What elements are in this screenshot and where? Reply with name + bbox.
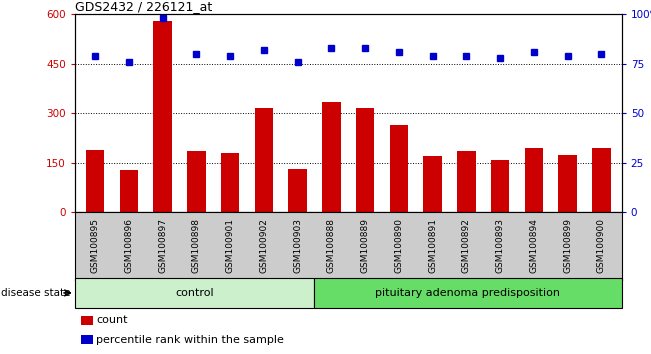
Bar xyxy=(255,108,273,212)
Text: GDS2432 / 226121_at: GDS2432 / 226121_at xyxy=(75,0,212,13)
Text: GSM100902: GSM100902 xyxy=(259,218,268,273)
Text: GSM100890: GSM100890 xyxy=(395,218,404,273)
Text: count: count xyxy=(96,315,128,325)
Bar xyxy=(154,21,172,212)
Text: GSM100900: GSM100900 xyxy=(597,218,606,273)
Bar xyxy=(390,125,408,212)
Text: GSM100891: GSM100891 xyxy=(428,218,437,273)
Bar xyxy=(314,278,622,308)
Text: GSM100895: GSM100895 xyxy=(90,218,100,273)
Bar xyxy=(423,156,442,212)
Bar xyxy=(221,153,240,212)
Text: GSM100898: GSM100898 xyxy=(192,218,201,273)
Text: GSM100901: GSM100901 xyxy=(226,218,234,273)
Bar xyxy=(356,108,374,212)
Bar xyxy=(187,151,206,212)
Bar xyxy=(288,170,307,212)
Bar xyxy=(592,148,611,212)
Text: GSM100892: GSM100892 xyxy=(462,218,471,273)
Text: control: control xyxy=(175,288,214,298)
Text: pituitary adenoma predisposition: pituitary adenoma predisposition xyxy=(376,288,561,298)
Text: GSM100896: GSM100896 xyxy=(124,218,133,273)
Bar xyxy=(75,278,314,308)
Text: GSM100903: GSM100903 xyxy=(293,218,302,273)
Text: GSM100899: GSM100899 xyxy=(563,218,572,273)
Bar xyxy=(120,170,138,212)
Text: GSM100888: GSM100888 xyxy=(327,218,336,273)
Bar xyxy=(525,148,543,212)
Text: GSM100897: GSM100897 xyxy=(158,218,167,273)
Bar xyxy=(559,155,577,212)
Text: GSM100893: GSM100893 xyxy=(495,218,505,273)
Bar xyxy=(86,150,104,212)
Text: GSM100889: GSM100889 xyxy=(361,218,370,273)
Text: GSM100894: GSM100894 xyxy=(529,218,538,273)
Bar xyxy=(491,160,510,212)
Bar xyxy=(322,102,340,212)
Bar xyxy=(457,151,476,212)
Text: percentile rank within the sample: percentile rank within the sample xyxy=(96,335,284,345)
Text: disease state: disease state xyxy=(1,288,71,298)
